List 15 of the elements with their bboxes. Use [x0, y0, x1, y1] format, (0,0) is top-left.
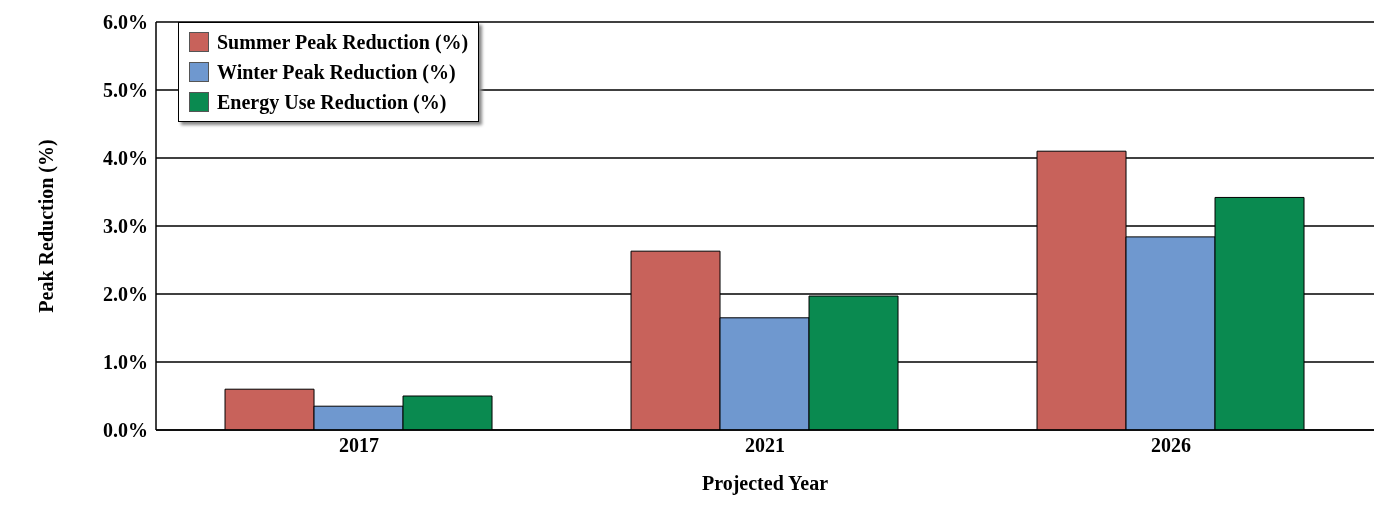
legend-label: Energy Use Reduction (%)	[217, 90, 447, 116]
legend-label: Winter Peak Reduction (%)	[217, 60, 456, 85]
y-tick-label: 6.0%	[103, 11, 148, 34]
y-tick-label: 2.0%	[103, 283, 148, 306]
y-tick-label: 5.0%	[103, 79, 148, 102]
x-tick-label: 2021	[745, 434, 785, 457]
y-tick-label: 4.0%	[103, 147, 148, 170]
y-axis-title: Peak Reduction (%)	[35, 139, 59, 313]
x-tick-label: 2017	[339, 434, 379, 457]
y-tick-label: 3.0%	[103, 215, 148, 238]
x-tick-label: 2026	[1151, 434, 1191, 457]
x-axis-title: Projected Year	[701, 472, 829, 495]
legend-label: Summer Peak Reduction (%)	[217, 30, 469, 56]
y-tick-label: 0.0%	[103, 419, 148, 442]
y-tick-label: 1.0%	[103, 351, 148, 374]
